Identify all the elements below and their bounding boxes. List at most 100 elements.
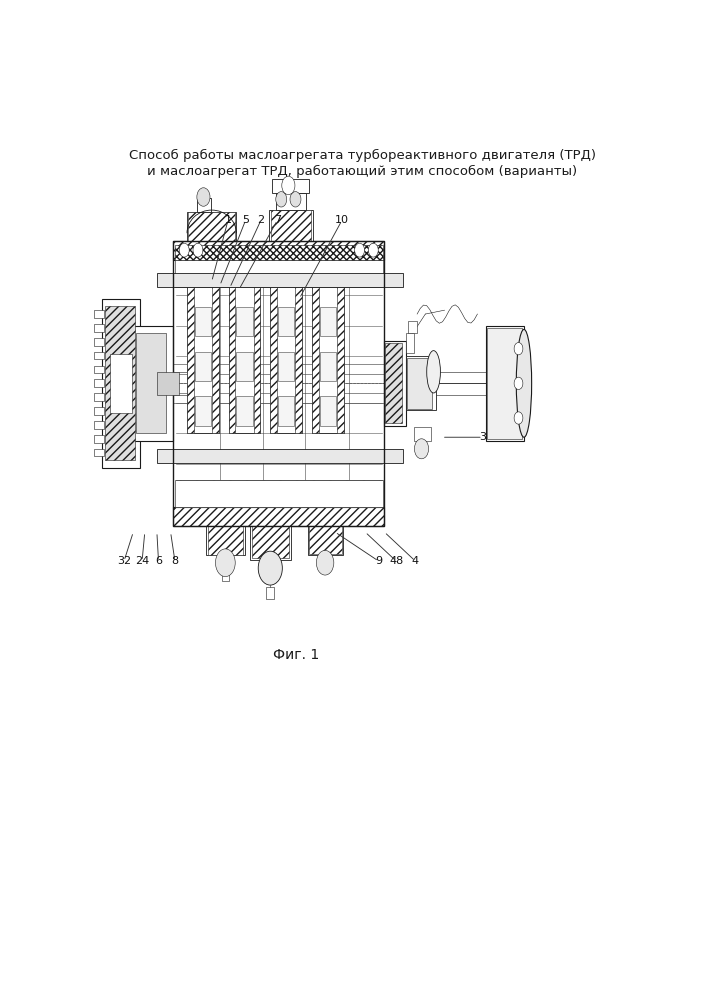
Bar xyxy=(187,212,236,241)
Text: 24: 24 xyxy=(135,556,149,566)
Bar xyxy=(157,449,404,463)
Bar xyxy=(308,526,343,555)
Bar xyxy=(136,333,166,433)
Text: 3: 3 xyxy=(479,432,486,442)
Bar xyxy=(94,449,104,456)
Bar xyxy=(236,307,253,336)
Bar xyxy=(176,260,382,287)
Bar xyxy=(173,241,385,260)
Bar xyxy=(278,396,294,426)
Bar xyxy=(157,273,404,287)
Circle shape xyxy=(258,551,282,585)
Bar xyxy=(212,287,218,433)
Text: Способ работы маслоагрегата турбореактивного двигателя (ТРД): Способ работы маслоагрегата турбореактив… xyxy=(129,149,596,162)
Text: 2: 2 xyxy=(257,215,264,225)
Circle shape xyxy=(514,412,523,424)
Bar xyxy=(228,287,235,433)
Bar xyxy=(276,193,306,210)
Bar xyxy=(188,212,235,241)
Text: 5: 5 xyxy=(242,215,249,225)
Bar xyxy=(187,287,218,433)
Ellipse shape xyxy=(516,329,532,437)
Text: 7: 7 xyxy=(274,215,281,225)
Ellipse shape xyxy=(427,351,440,393)
Circle shape xyxy=(276,192,287,207)
Bar xyxy=(407,333,414,353)
Text: 32: 32 xyxy=(117,556,131,566)
Circle shape xyxy=(514,377,523,390)
Bar xyxy=(385,341,407,426)
Bar xyxy=(228,287,260,433)
Bar xyxy=(208,526,243,555)
Bar xyxy=(278,352,294,381)
Bar xyxy=(175,260,382,287)
Bar xyxy=(94,310,104,318)
Bar xyxy=(94,366,104,373)
Bar xyxy=(278,307,294,336)
Bar xyxy=(94,435,104,443)
Bar xyxy=(132,326,173,441)
Bar xyxy=(194,396,211,426)
Circle shape xyxy=(216,549,235,577)
Bar xyxy=(206,526,245,555)
Circle shape xyxy=(197,188,210,206)
Bar xyxy=(414,427,431,441)
Bar xyxy=(94,421,104,429)
Bar xyxy=(173,507,385,526)
Text: 48: 48 xyxy=(389,556,404,566)
Bar xyxy=(320,352,336,381)
Bar xyxy=(407,358,433,409)
Bar xyxy=(296,287,302,433)
Bar xyxy=(267,587,274,599)
Bar xyxy=(320,396,336,426)
Circle shape xyxy=(355,243,365,257)
Bar xyxy=(254,287,260,433)
Text: 1: 1 xyxy=(225,215,232,225)
Text: 6: 6 xyxy=(155,556,162,566)
Circle shape xyxy=(514,343,523,355)
Bar xyxy=(176,480,382,507)
Circle shape xyxy=(368,243,378,257)
Text: и маслоагрегат ТРД, работающий этим способом (варианты): и маслоагрегат ТРД, работающий этим спос… xyxy=(147,165,578,178)
Bar xyxy=(252,526,289,558)
Bar xyxy=(487,328,522,439)
Bar xyxy=(270,287,302,433)
Bar xyxy=(236,352,253,381)
Circle shape xyxy=(193,243,203,257)
Bar xyxy=(197,198,211,212)
Bar xyxy=(194,307,211,336)
Bar xyxy=(271,210,311,241)
Bar xyxy=(94,352,104,359)
Bar xyxy=(272,179,309,193)
Bar xyxy=(312,287,319,433)
Bar xyxy=(157,372,179,395)
Bar xyxy=(173,241,385,526)
Bar xyxy=(187,287,194,433)
Bar xyxy=(269,210,313,241)
Circle shape xyxy=(290,192,301,207)
Circle shape xyxy=(282,176,295,195)
Circle shape xyxy=(180,243,189,257)
Text: 9: 9 xyxy=(375,556,382,566)
Bar xyxy=(102,299,141,468)
Bar xyxy=(309,526,341,554)
Bar xyxy=(407,356,436,410)
Bar xyxy=(94,379,104,387)
Bar xyxy=(409,321,417,333)
Bar xyxy=(94,338,104,346)
Bar xyxy=(175,480,382,507)
Bar xyxy=(94,324,104,332)
Bar xyxy=(486,326,524,441)
Text: 10: 10 xyxy=(335,215,349,225)
Bar xyxy=(385,343,402,423)
Bar xyxy=(94,393,104,401)
Bar xyxy=(105,306,135,460)
Bar xyxy=(94,407,104,415)
Bar xyxy=(175,245,382,260)
Circle shape xyxy=(316,550,334,575)
Bar xyxy=(250,526,291,560)
Bar xyxy=(337,287,344,433)
Bar xyxy=(320,307,336,336)
Bar xyxy=(270,287,277,433)
Text: 8: 8 xyxy=(171,556,178,566)
